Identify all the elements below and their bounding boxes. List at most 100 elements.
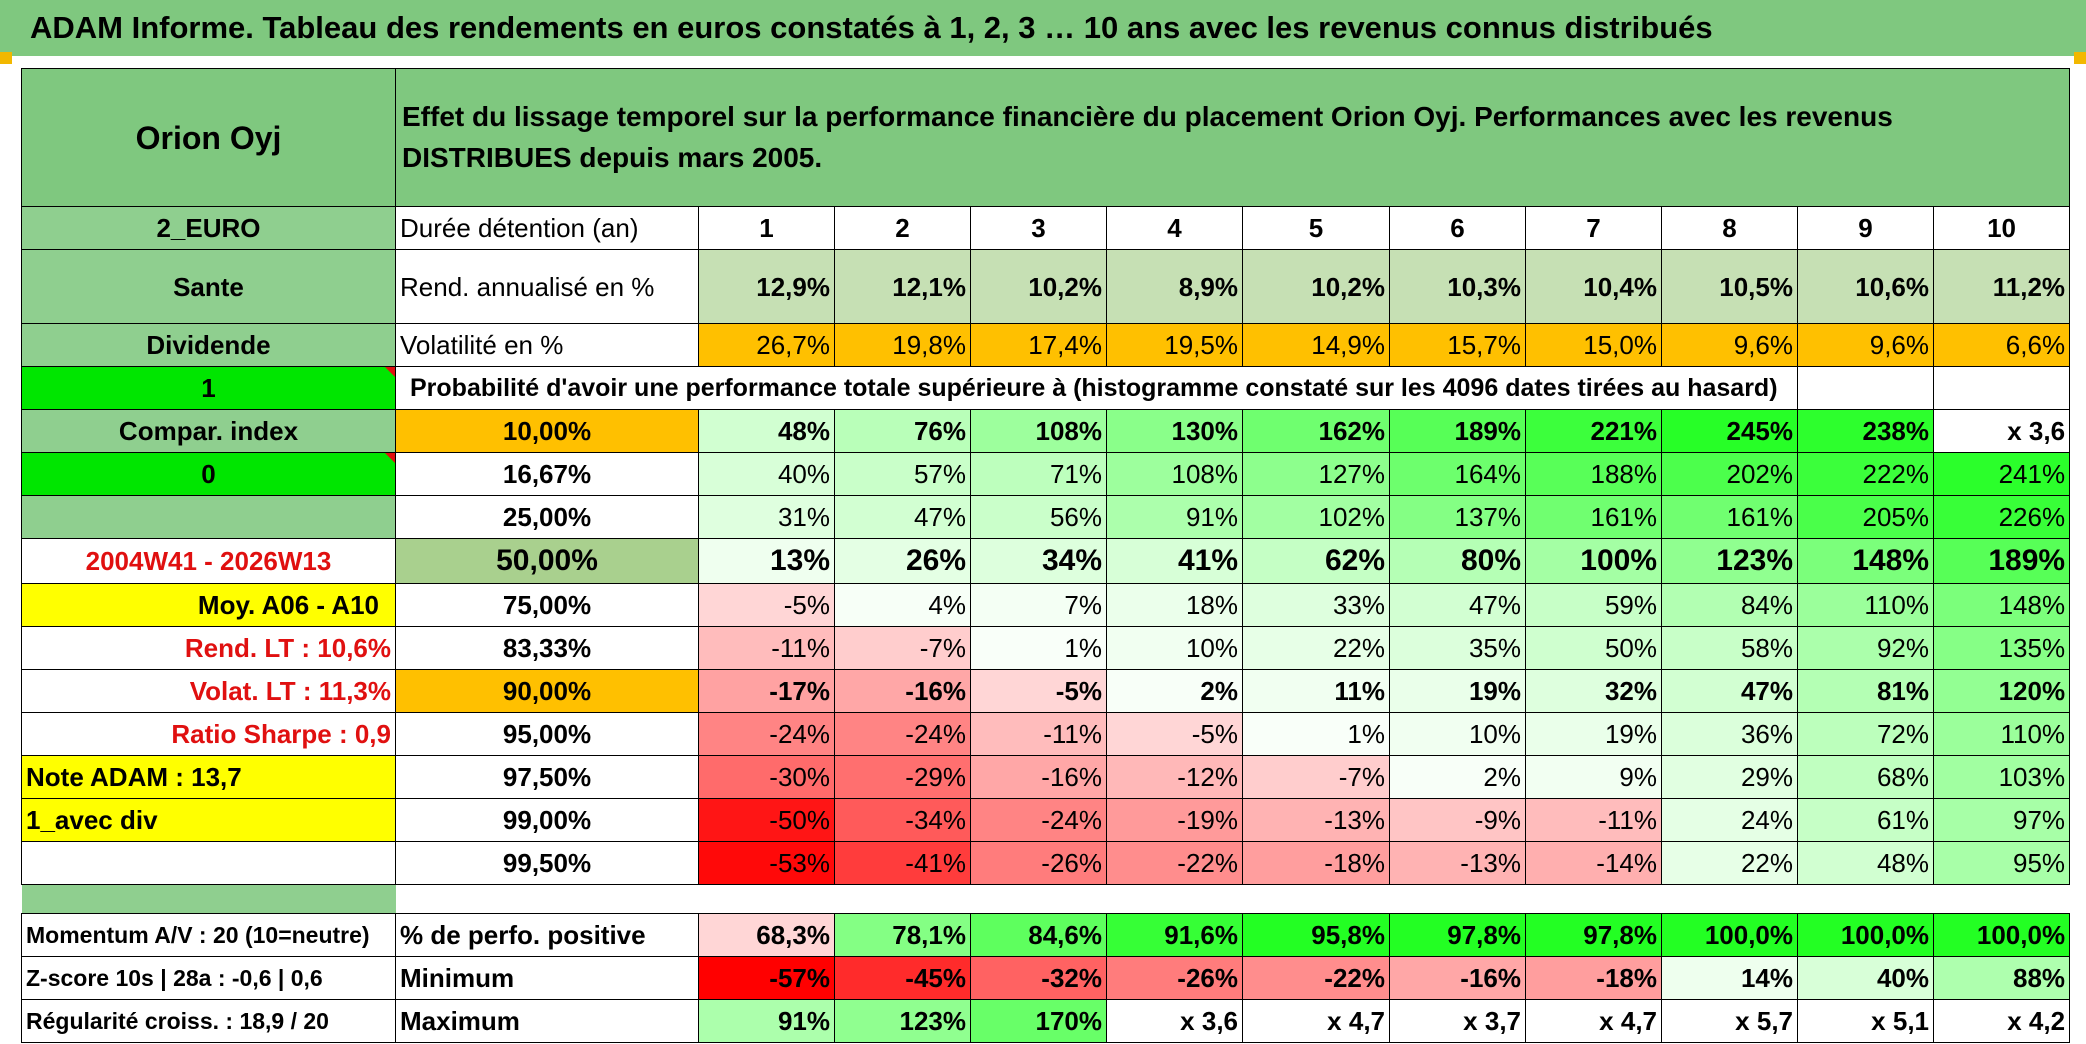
performance-cell: 4% xyxy=(834,583,971,627)
corner-marker-left xyxy=(0,52,12,64)
performance-cell: 100% xyxy=(1525,538,1662,584)
performance-cell: 47% xyxy=(1661,669,1798,713)
performance-cell: 188% xyxy=(1525,452,1662,496)
performance-cell: -5% xyxy=(698,583,835,627)
prob-row-8: Note ADAM : 13,7 97,50% -30% -29% -16% -12% -… xyxy=(21,755,2071,799)
duration-label: Durée détention (an) xyxy=(395,206,699,250)
performance-cell: 161% xyxy=(1525,495,1662,539)
rend-cell: 10,6% xyxy=(1797,249,1934,324)
performance-cell: -11% xyxy=(970,712,1107,756)
year-header-1: 1 xyxy=(698,206,835,250)
performance-cell: 2% xyxy=(1106,669,1243,713)
performance-cell: 72% xyxy=(1797,712,1934,756)
minimum-cell: -32% xyxy=(970,956,1107,1000)
rend-cell: 12,9% xyxy=(698,249,835,324)
performance-cell: -17% xyxy=(698,669,835,713)
performance-cell: -13% xyxy=(1389,841,1526,885)
positive-cell: 78,1% xyxy=(834,913,971,957)
prob-row-3: 2004W41 - 2026W13 50,00% 13% 26% 34% 41% 62% 8… xyxy=(21,538,2071,584)
sector-label: Sante xyxy=(21,249,396,324)
rend-cell: 12,1% xyxy=(834,249,971,324)
performance-cell: -22% xyxy=(1106,841,1243,885)
minimum-cell: -16% xyxy=(1389,956,1526,1000)
rend-row: Sante Rend. annualisé en % 12,9% 12,1% 10,… xyxy=(21,249,2071,324)
performance-cell: 68% xyxy=(1797,755,1934,799)
rend-lt-label: Rend. LT : 10,6% xyxy=(21,626,396,670)
probability-label: 99,50% xyxy=(395,841,699,885)
performance-cell: 2% xyxy=(1389,755,1526,799)
performance-cell: 34% xyxy=(970,538,1107,584)
performance-cell: 22% xyxy=(1661,841,1798,885)
vol-label: Volatilité en % xyxy=(395,323,699,367)
performance-cell: -29% xyxy=(834,755,971,799)
rend-cell: 11,2% xyxy=(1932,249,2071,324)
performance-cell: 29% xyxy=(1661,755,1798,799)
performance-cell: 108% xyxy=(970,409,1107,453)
performance-cell: 41% xyxy=(1106,538,1243,584)
period-label: 2004W41 - 2026W13 xyxy=(21,538,396,584)
minimum-row: Z-score 10s | 28a : -0,6 | 0,6 Minimum -… xyxy=(21,956,2071,1000)
positive-cell: 100,0% xyxy=(1797,913,1934,957)
year-header-6: 6 xyxy=(1389,206,1526,250)
maximum-cell: x 5,1 xyxy=(1797,999,1934,1043)
performance-cell: 202% xyxy=(1661,452,1798,496)
performance-cell: 221% xyxy=(1525,409,1662,453)
prob-row-6: Volat. LT : 11,3% 90,00% -17% -16% -5% 2% 11%… xyxy=(21,669,2071,713)
performance-cell: 137% xyxy=(1389,495,1526,539)
performance-cell: 84% xyxy=(1661,583,1798,627)
probability-label: 25,00% xyxy=(395,495,699,539)
sharpe-label: Ratio Sharpe : 0,9 xyxy=(21,712,396,756)
empty-cell xyxy=(1932,366,2071,410)
year-header-4: 4 xyxy=(1106,206,1243,250)
maximum-cell: x 3,7 xyxy=(1389,999,1526,1043)
performance-cell: -53% xyxy=(698,841,835,885)
performance-cell: -9% xyxy=(1389,798,1526,842)
performance-cell: 58% xyxy=(1661,626,1798,670)
performance-cell: 148% xyxy=(1797,538,1934,584)
probability-label: 10,00% xyxy=(395,409,699,453)
empty-cell xyxy=(1797,366,1934,410)
maximum-cell: 123% xyxy=(834,999,971,1043)
blank-label xyxy=(21,495,396,539)
spacer-row xyxy=(21,884,2070,914)
performance-cell: 18% xyxy=(1106,583,1243,627)
vol-cell: 14,9% xyxy=(1242,323,1390,367)
performance-cell: 26% xyxy=(834,538,971,584)
performance-cell: 76% xyxy=(834,409,971,453)
positive-cell: 95,8% xyxy=(1242,913,1390,957)
performance-cell: 19% xyxy=(1525,712,1662,756)
probability-label: 75,00% xyxy=(395,583,699,627)
performance-cell: 47% xyxy=(1389,583,1526,627)
positive-cell: 91,6% xyxy=(1106,913,1243,957)
performance-cell: 1% xyxy=(970,626,1107,670)
prob-row-2: 25,00% 31% 47% 56% 91% 102% 137% 161% 161% 205% 22… xyxy=(21,495,2071,539)
performance-cell: 91% xyxy=(1106,495,1243,539)
performance-cell: 110% xyxy=(1932,712,2071,756)
performance-cell: 123% xyxy=(1661,538,1798,584)
year-header-3: 3 xyxy=(970,206,1107,250)
dividend-label: Dividende xyxy=(21,323,396,367)
performance-cell: 110% xyxy=(1797,583,1934,627)
vol-cell: 26,7% xyxy=(698,323,835,367)
performance-cell: -5% xyxy=(970,669,1107,713)
minimum-cell: -45% xyxy=(834,956,971,1000)
performance-cell: 162% xyxy=(1242,409,1390,453)
performance-cell: 61% xyxy=(1797,798,1934,842)
performance-cell: 59% xyxy=(1525,583,1662,627)
performance-cell: -24% xyxy=(970,798,1107,842)
performance-cell: 13% xyxy=(698,538,835,584)
performance-cell: 1% xyxy=(1242,712,1390,756)
note-label: Note ADAM : 13,7 xyxy=(21,755,396,799)
vol-cell: 15,7% xyxy=(1389,323,1526,367)
year-header-5: 5 xyxy=(1242,206,1390,250)
spacer-cell xyxy=(21,884,396,914)
performance-cell: -41% xyxy=(834,841,971,885)
prob-row-4: Moy. A06 - A10 75,00% -5% 4% 7% 18% 33% 47% 59%… xyxy=(21,583,2071,627)
performance-cell: -12% xyxy=(1106,755,1243,799)
prob-row-5: Rend. LT : 10,6% 83,33% -11% -7% 1% 10% 22% 35… xyxy=(21,626,2071,670)
performance-cell: 205% xyxy=(1797,495,1934,539)
performance-cell: 9% xyxy=(1525,755,1662,799)
minimum-label: Minimum xyxy=(395,956,699,1000)
performance-cell: -50% xyxy=(698,798,835,842)
maximum-cell: 91% xyxy=(698,999,835,1043)
